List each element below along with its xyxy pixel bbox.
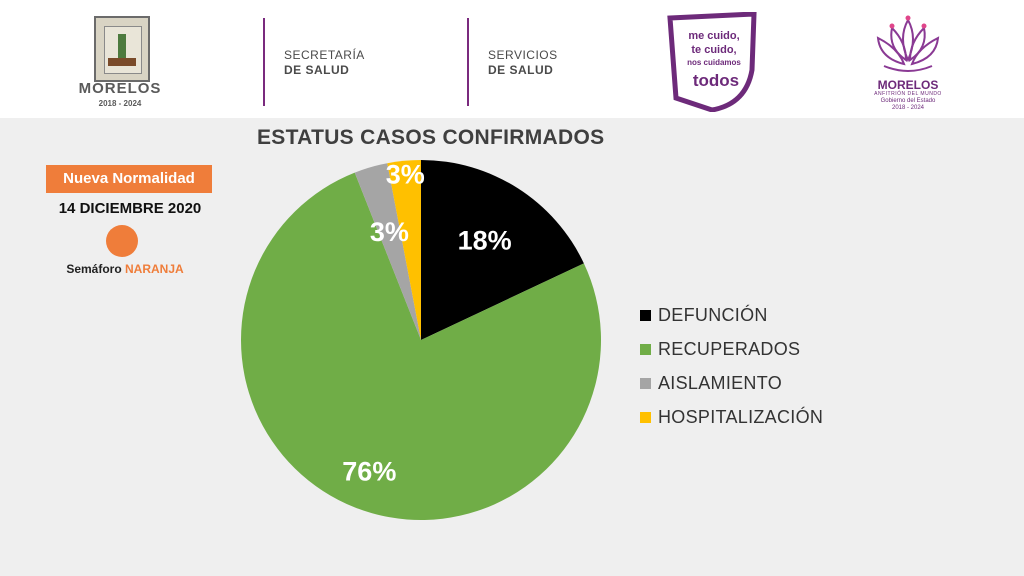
dept-servicios: SERVICIOS DE SALUD bbox=[488, 48, 558, 78]
right-logo-subtitle: ANFITRIÓN DEL MUNDO bbox=[874, 91, 942, 97]
chart-legend: DEFUNCIÓN RECUPERADOS AISLAMIENTO HOSPITALI… bbox=[640, 298, 823, 434]
legend-label: HOSPITALIZACIÓN bbox=[658, 406, 824, 427]
morelos-seal-logo bbox=[94, 16, 150, 82]
semaforo-indicator bbox=[106, 225, 138, 257]
data-label-2: 3% bbox=[370, 217, 409, 247]
data-label-1: 76% bbox=[342, 457, 396, 487]
semaforo-value: NARANJA bbox=[125, 262, 184, 276]
dept-servicios-line1: SERVICIOS bbox=[488, 48, 558, 62]
right-logo-title: MORELOS bbox=[877, 78, 939, 92]
chart-title: ESTATUS CASOS CONFIRMADOS bbox=[257, 126, 605, 149]
legend-item-0: DEFUNCIÓN bbox=[640, 298, 823, 332]
dept-secretaria: SECRETARÍA DE SALUD bbox=[284, 48, 365, 78]
campaign-line3: nos cuidamos bbox=[687, 58, 741, 67]
left-logo-years: 2018 - 2024 bbox=[98, 99, 142, 108]
dept-secretaria-line1: SECRETARÍA bbox=[284, 48, 365, 62]
pie-slice-0 bbox=[421, 160, 584, 340]
legend-swatch bbox=[640, 309, 651, 321]
semaforo-label: Semáforo bbox=[66, 262, 122, 276]
data-label-3: 3% bbox=[386, 159, 425, 189]
left-logo-title: MORELOS bbox=[78, 80, 162, 97]
legend-swatch bbox=[640, 343, 651, 355]
data-label-0: 18% bbox=[458, 226, 512, 256]
pie-slice-3 bbox=[387, 160, 421, 340]
right-logo-gov: Gobierno del Estado 2018 - 2024 bbox=[866, 98, 950, 112]
report-date: 14 DICIEMBRE 2020 bbox=[58, 200, 202, 217]
right-logo-line1: Gobierno del Estado bbox=[880, 98, 936, 104]
legend-item-2: AISLAMIENTO bbox=[640, 366, 823, 400]
legend-item-3: HOSPITALIZACIÓN bbox=[640, 400, 823, 434]
header: MORELOS 2018 - 2024 SECRETARÍA DE SALUD … bbox=[0, 0, 1024, 118]
dept-secretaria-line2: DE SALUD bbox=[284, 63, 350, 77]
campaign-line1: me cuido, bbox=[688, 30, 739, 42]
campaign-line2: te cuido, bbox=[691, 44, 736, 56]
dept-servicios-line2: DE SALUD bbox=[488, 63, 554, 77]
legend-label: RECUPERADOS bbox=[658, 338, 801, 359]
right-logo-line2: 2018 - 2024 bbox=[891, 105, 925, 111]
campaign-line4: todos bbox=[693, 71, 739, 90]
pie-slice-1 bbox=[240, 172, 602, 520]
legend-label: DEFUNCIÓN bbox=[658, 304, 768, 325]
legend-swatch bbox=[640, 377, 651, 389]
status-badge: Nueva Normalidad bbox=[46, 165, 212, 193]
lotus-logo bbox=[876, 15, 940, 72]
legend-swatch bbox=[640, 411, 651, 423]
pie-slice-2 bbox=[354, 163, 421, 340]
campaign-badge-logo: me cuido, te cuido, nos cuidamos todos bbox=[667, 12, 757, 112]
semaforo-text: Semáforo NARANJA bbox=[40, 262, 210, 276]
legend-label: AISLAMIENTO bbox=[658, 372, 783, 393]
divider bbox=[467, 18, 469, 106]
legend-item-1: RECUPERADOS bbox=[640, 332, 823, 366]
divider bbox=[263, 18, 265, 106]
